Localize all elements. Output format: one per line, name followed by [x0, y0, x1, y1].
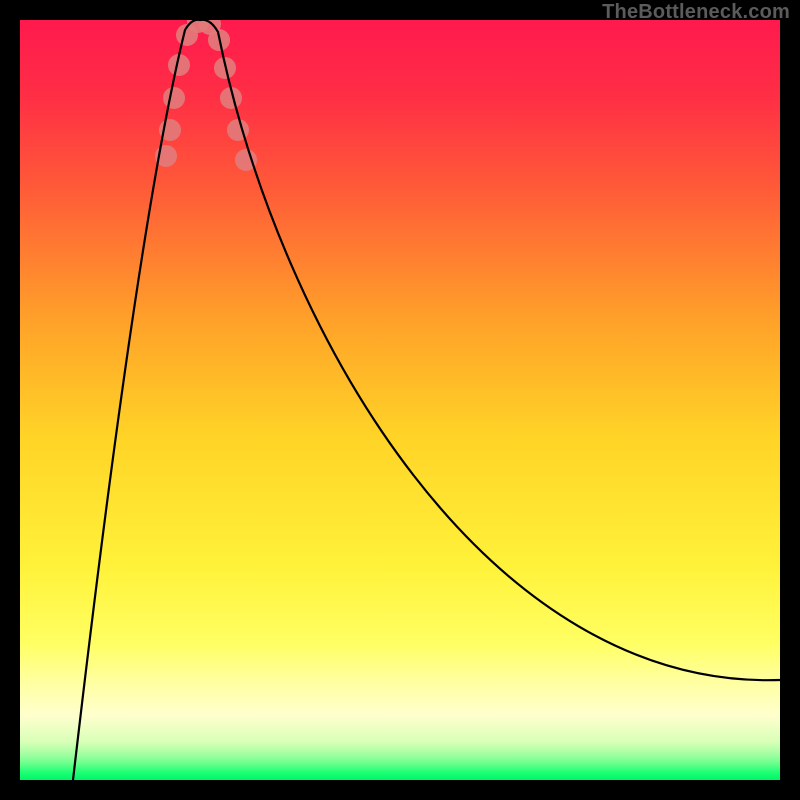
attribution-text: TheBottleneck.com	[602, 1, 790, 24]
data-marker	[163, 87, 185, 109]
chart-svg	[0, 0, 800, 800]
figure-root: TheBottleneck.com	[0, 0, 800, 800]
